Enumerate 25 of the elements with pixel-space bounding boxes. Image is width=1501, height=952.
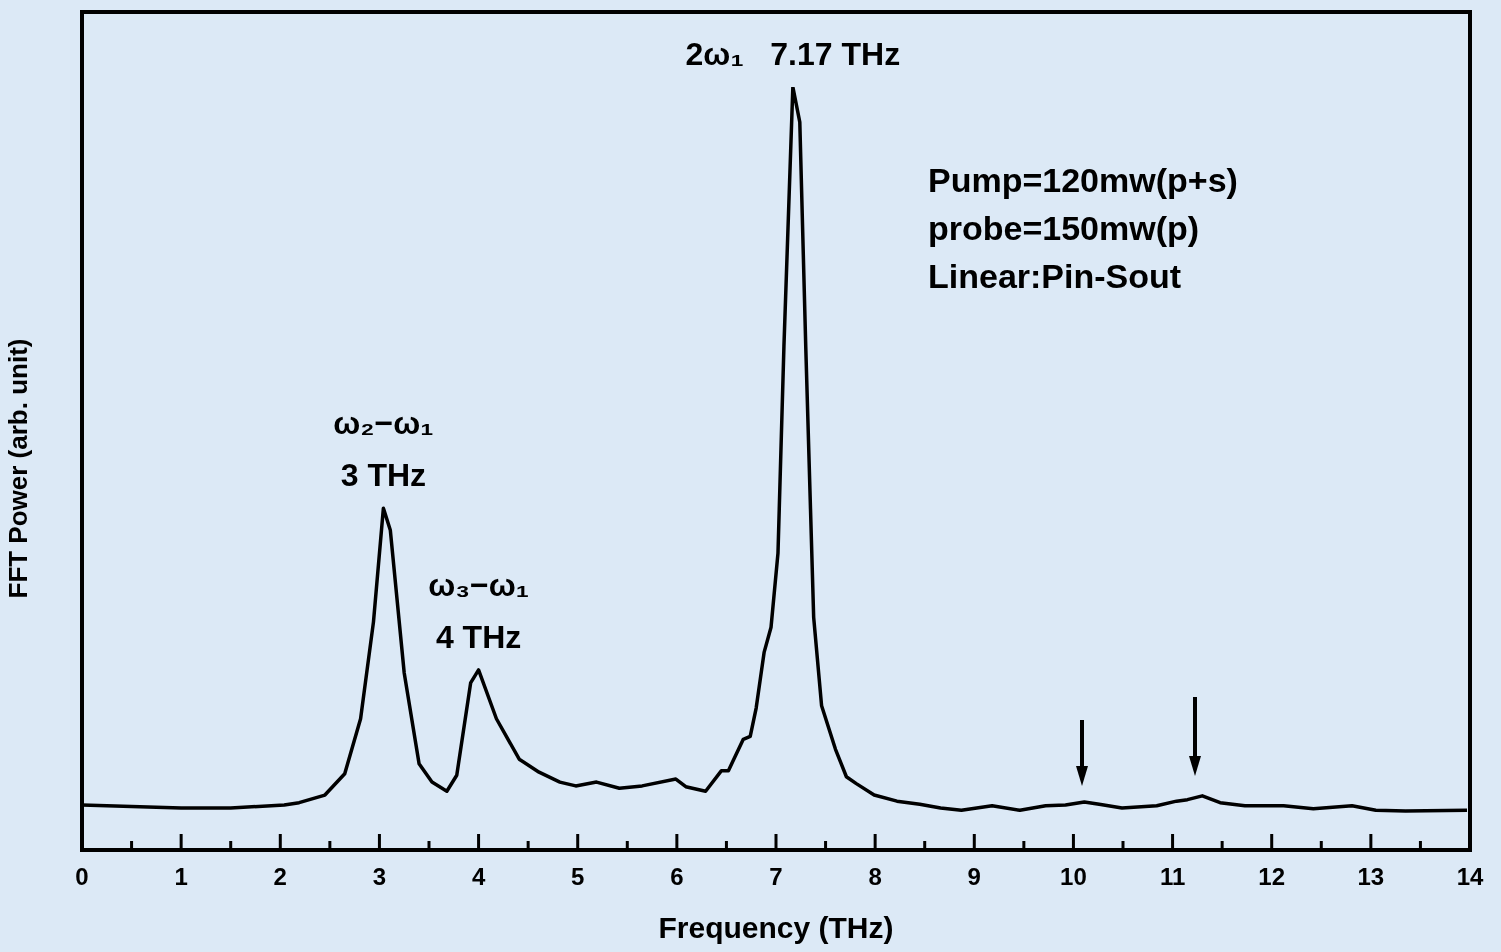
x-tick-label: 4 xyxy=(471,863,486,891)
annotation: ω₂−ω₁ xyxy=(333,405,434,442)
y-axis-title: FFT Power (arb. unit) xyxy=(2,338,33,599)
x-tick-label: 8 xyxy=(868,863,882,891)
annotation: 4 THz xyxy=(435,618,522,655)
x-tick-label: 6 xyxy=(670,863,684,891)
x-axis-title: Frequency (THz) xyxy=(658,911,894,945)
x-tick-label: 12 xyxy=(1258,863,1286,891)
x-tick-label: 0 xyxy=(75,863,89,891)
x-tick-label: 2 xyxy=(273,863,287,891)
annotation: 2ω₁ 7.17 THz xyxy=(685,36,901,72)
x-tick-label: 13 xyxy=(1357,863,1385,891)
annotation: Linear:Pin-Sout xyxy=(928,257,1182,295)
annotation: probe=150mw(p) xyxy=(928,209,1200,247)
x-tick-label: 7 xyxy=(769,863,783,891)
annotation: ω₃−ω₁ xyxy=(428,566,529,603)
annotation: 3 THz xyxy=(340,457,427,494)
x-tick-label: 3 xyxy=(372,863,387,891)
x-tick-label: 5 xyxy=(571,863,585,891)
annotation: Pump=120mw(p+s) xyxy=(928,161,1238,199)
x-tick-label: 9 xyxy=(967,863,981,891)
x-tick-label: 10 xyxy=(1060,863,1087,891)
x-tick-label: 11 xyxy=(1159,863,1186,891)
x-tick-label: 1 xyxy=(174,863,188,891)
x-tick-label: 14 xyxy=(1456,863,1484,891)
